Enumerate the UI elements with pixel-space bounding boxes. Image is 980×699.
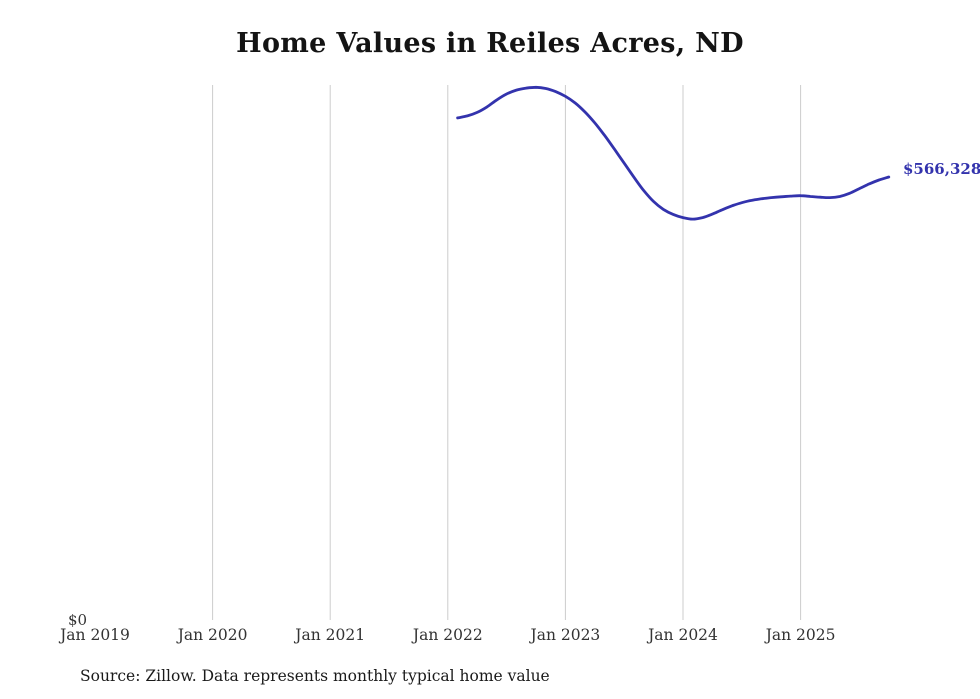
source-note: Source: Zillow. Data represents monthly … (80, 667, 550, 685)
gridlines-group (212, 85, 802, 620)
x-tick-label: Jan 2025 (765, 626, 836, 644)
x-tick-label: Jan 2023 (530, 626, 601, 644)
y-axis-zero-label: $0 (68, 611, 88, 629)
x-tick-label: Jan 2020 (177, 626, 248, 644)
x-tick-label: Jan 2021 (295, 626, 366, 644)
value-line (456, 85, 891, 221)
x-tick-label: Jan 2024 (648, 626, 718, 644)
x-tick-label: Jan 2022 (412, 626, 483, 644)
x-axis: Jan 2019 Jan 2020 Jan 2021 Jan 2022 Jan 2023… (0, 626, 980, 646)
latest-value-label: $566,328 (903, 160, 980, 178)
chart-title: Home Values in Reiles Acres, ND (236, 28, 744, 59)
x-tick-label: Jan 2019 (60, 626, 130, 644)
